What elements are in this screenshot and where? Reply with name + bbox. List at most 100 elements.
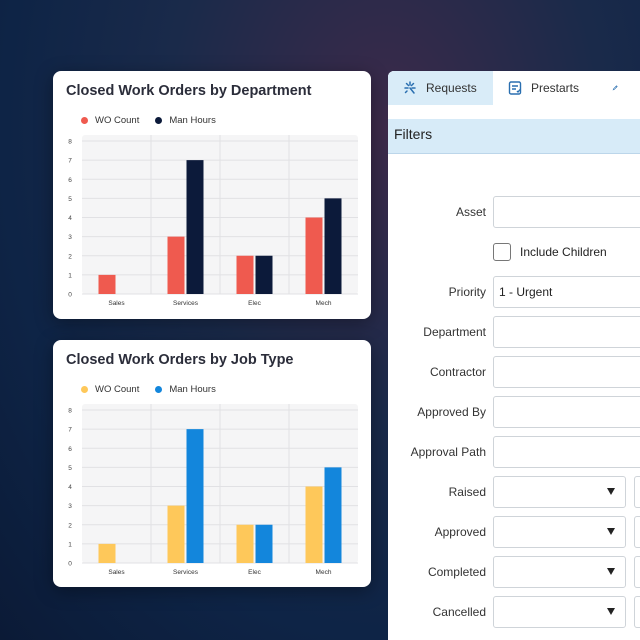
approved-label: Approved [434,525,486,539]
bar-man-hours [255,524,273,563]
pen-icon [612,85,618,91]
priority-row: Priority 1 - Urgent [388,276,640,308]
legend-label: Man Hours [169,115,216,126]
bar-man-hours [324,467,342,563]
x-tick-label: Elec [248,300,261,307]
tab-requests[interactable]: Requests [388,71,493,105]
y-tick-label: 3 [68,234,72,241]
x-tick-label: Elec [248,569,261,576]
y-tick-label: 8 [68,408,72,415]
bar-wo-count [236,255,254,294]
legend-label: Man Hours [169,384,216,395]
department-input[interactable] [493,316,640,348]
bar-wo-count [167,236,185,294]
dropdown-arrow-icon [607,568,615,575]
y-tick-label: 8 [68,139,72,146]
job-type-chart-card: Closed Work Orders by Job Type WO Count … [53,340,371,587]
legend-dot-icon [81,386,88,393]
approved-select-secondary[interactable] [634,516,640,548]
approved-by-input[interactable] [493,396,640,428]
department-chart-title: Closed Work Orders by Department [66,83,312,99]
x-tick-label: Mech [316,300,332,307]
y-tick-label: 6 [68,177,72,184]
x-tick-label: Mech [316,569,332,576]
bar-wo-count [236,524,254,563]
tab-label: Prestarts [531,81,580,95]
legend-dot-icon [155,117,163,124]
approved-by-label: Approved By [417,405,486,419]
legend-man-hours[interactable]: Man Hours [155,115,216,126]
bar-wo-count [305,486,323,563]
legend-label: WO Count [95,115,140,126]
filters-panel: Requests Prestarts Filters Asset [388,71,640,640]
job-type-bar-chart: 0 1 2 3 4 5 6 7 8 Sales Services Elec Mech [68,404,358,576]
tab-label: Requests [426,81,477,95]
bar-man-hours [255,255,273,294]
department-row: Department [388,316,640,348]
y-tick-label: 2 [68,522,72,529]
contractor-label: Contractor [429,365,486,379]
asset-row: Asset [388,196,640,228]
tab-third[interactable] [598,71,640,105]
job-type-chart-legend: WO Count Man Hours [81,384,216,395]
department-chart-card: Closed Work Orders by Department WO Coun… [53,71,371,319]
x-tick-label: Sales [108,300,125,307]
raised-select[interactable] [493,476,626,508]
priority-label: Priority [448,285,486,299]
legend-dot-icon [81,117,88,124]
raised-select-secondary[interactable] [634,476,640,508]
include-children-checkbox[interactable] [493,243,511,261]
y-tick-label: 6 [68,446,72,453]
approval-path-input[interactable] [493,436,640,468]
department-bar-chart: 0 1 2 3 4 5 6 7 8 Sales Services Elec Mech [68,135,358,307]
legend-wo-count[interactable]: WO Count [81,384,139,395]
filters-header: Filters [388,119,640,154]
bar-man-hours [324,198,342,294]
dropdown-arrow-icon [607,488,615,495]
tab-prestarts[interactable]: Prestarts [493,71,598,105]
y-tick-label: 0 [68,561,72,568]
approved-by-row: Approved By [388,396,640,428]
completed-label: Completed [427,565,486,579]
bar-wo-count [167,505,185,563]
approved-row: Approved [388,516,640,548]
cancelled-row: Cancelled [388,596,640,628]
raised-row: Raised [388,476,640,508]
bar-wo-count [98,274,116,294]
contractor-input[interactable] [493,356,640,388]
dropdown-arrow-icon [607,608,615,615]
bar-man-hours [186,160,204,294]
legend-man-hours[interactable]: Man Hours [155,384,216,395]
cancelled-select-secondary[interactable] [634,596,640,628]
y-tick-label: 1 [68,541,72,548]
dropdown-arrow-icon [607,528,615,535]
asset-label: Asset [455,205,486,219]
tab-bar: Requests Prestarts [388,71,640,105]
priority-input[interactable]: 1 - Urgent [493,276,640,308]
y-tick-label: 2 [68,253,72,260]
y-tick-label: 7 [68,427,72,434]
x-tick-label: Sales [108,569,125,576]
contractor-row: Contractor [388,356,640,388]
raised-label: Raised [448,485,486,499]
bar-man-hours [186,429,204,563]
asset-input[interactable] [493,196,640,228]
x-tick-label: Services [173,300,199,307]
y-tick-label: 4 [68,484,72,491]
completed-select[interactable] [493,556,626,588]
completed-row: Completed [388,556,640,588]
requests-icon [404,81,416,94]
completed-select-secondary[interactable] [634,556,640,588]
job-type-chart-title: Closed Work Orders by Job Type [66,352,294,368]
y-tick-label: 1 [68,272,72,279]
prestarts-icon [508,81,522,95]
x-tick-label: Services [173,569,199,576]
y-tick-label: 5 [68,465,72,472]
y-tick-label: 4 [68,215,72,222]
cancelled-select[interactable] [493,596,626,628]
approved-select[interactable] [493,516,626,548]
legend-wo-count[interactable]: WO Count [81,115,139,126]
y-tick-label: 7 [68,158,72,165]
approval-path-label: Approval Path [410,445,486,459]
y-tick-label: 3 [68,503,72,510]
